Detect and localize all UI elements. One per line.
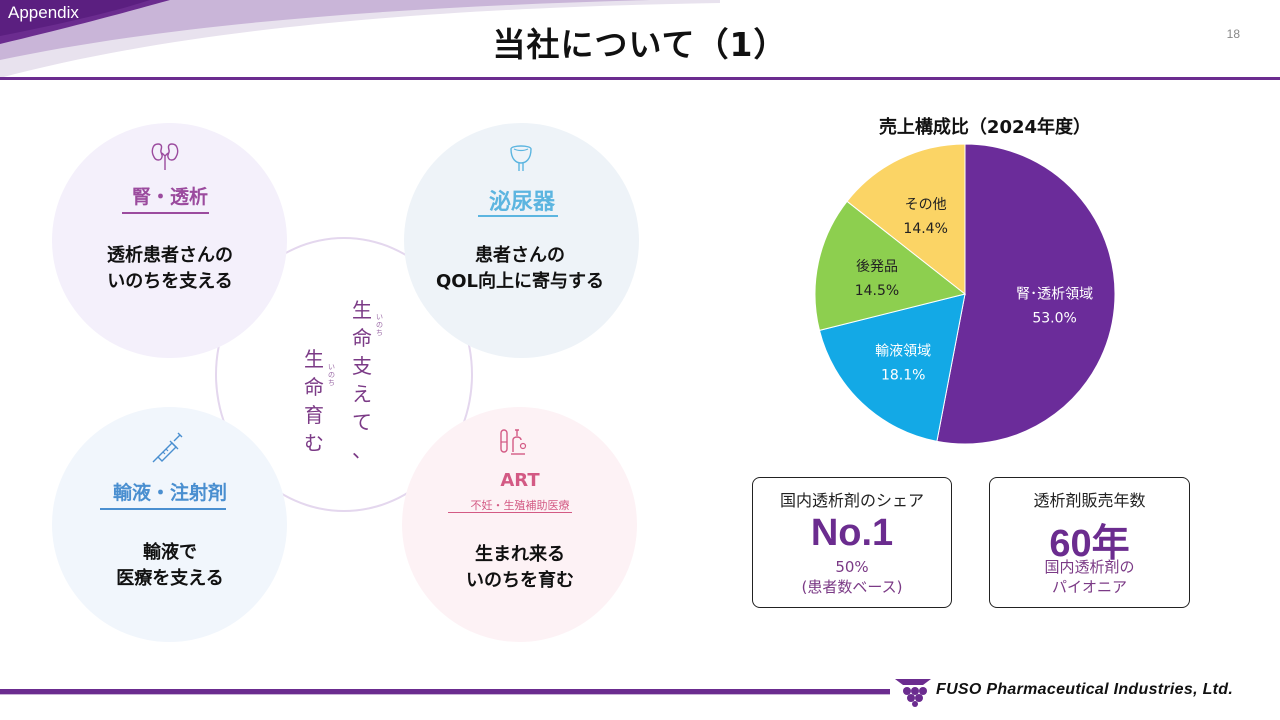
pie-slice-label: 輸液領域 <box>875 342 931 359</box>
syringe-icon <box>152 432 183 463</box>
urology-field-circle <box>404 123 639 358</box>
center-char: 生 <box>352 298 372 322</box>
kidney-description-line-2: いのちを支える <box>107 271 233 292</box>
kidney-category: 腎・透析 <box>131 186 208 208</box>
stat-note-line-2: パイオニア <box>1051 578 1127 596</box>
infusion-description: 輸液で 医療を支える <box>60 540 280 592</box>
art-underline <box>448 512 572 513</box>
center-message-column-1: 生 命 支 え て 、 <box>349 296 375 464</box>
pie-slice-label: 後発品 <box>856 259 898 275</box>
company-name: FUSO Pharmaceutical Industries, Ltd. <box>936 681 1234 698</box>
stat-title: 透析剤販売年数 <box>1033 491 1146 510</box>
dialysis-share-card: 国内透析剤のシェア No.1 50% (患者数ベース) <box>752 477 952 608</box>
center-char: 育 <box>304 403 324 427</box>
footer-divider-thin <box>0 694 890 695</box>
infusion-category: 輸液・注射剤 <box>112 482 227 504</box>
test-tube-icon <box>500 429 527 455</box>
art-description-line-2: いのちを育む <box>466 570 574 591</box>
kidney-underline <box>122 212 209 214</box>
page-title: 当社について（1） <box>492 25 788 64</box>
urology-description-line-2: QOL向上に寄与する <box>435 271 605 292</box>
kidney-description: 透析患者さんの いのちを支える <box>60 243 280 295</box>
infusion-description-line-2: 医療を支える <box>116 568 224 589</box>
kidney-description-line-1: 透析患者さんの <box>107 245 233 266</box>
stat-note: 50% (患者数ベース) <box>753 557 951 597</box>
art-subcategory: 不妊・生殖補助医療 <box>470 499 570 512</box>
kidney-icon <box>151 143 179 170</box>
infusion-underline <box>100 508 226 510</box>
pie-slice <box>814 200 967 331</box>
urology-description-line-1: 患者さんの <box>475 245 565 266</box>
center-char: 、 <box>352 438 372 462</box>
center-char: て <box>352 410 372 434</box>
art-category: ART <box>500 470 540 491</box>
urology-category: 泌尿器 <box>488 190 555 215</box>
urology-underline <box>478 215 558 217</box>
chart-title: 売上構成比（2024年度） <box>878 117 1092 138</box>
art-field-circle <box>402 407 637 642</box>
pie-slice-label: 腎･透析領域 <box>1016 285 1093 302</box>
sales-years-card: 透析剤販売年数 60年 国内透析剤の パイオニア <box>989 477 1190 608</box>
center-char: 生 <box>304 347 324 371</box>
pie-slice-label: その他 <box>905 197 947 213</box>
stat-note: 国内透析剤の パイオニア <box>990 557 1189 597</box>
ruby-annotation-1: いのち <box>376 313 383 337</box>
stat-note-line-1: 50% <box>835 558 869 576</box>
ruby-annotation-2: いのち <box>328 363 335 387</box>
center-char: 支 <box>352 354 372 378</box>
company-logo <box>895 679 931 707</box>
pie-slice <box>936 143 1116 445</box>
footer-divider <box>0 689 890 694</box>
section-tag-background <box>0 0 720 78</box>
urology-description: 患者さんの QOL向上に寄与する <box>400 243 640 295</box>
art-description: 生まれ来る いのちを育む <box>400 542 640 594</box>
stat-value: 60年 <box>1049 523 1130 565</box>
center-char: む <box>304 431 324 455</box>
kidney-field-circle <box>52 123 287 358</box>
pie-slice-value: 14.4% <box>903 221 947 237</box>
stat-title: 国内透析剤のシェア <box>779 491 924 510</box>
art-description-line-1: 生まれ来る <box>475 544 565 565</box>
sales-pie-chart: 腎･透析領域 53.0% 輸液領域 18.1% 後発品 14.5% その他 14.4% <box>814 143 1116 445</box>
pie-slice <box>818 293 966 442</box>
header-divider <box>0 77 1280 80</box>
pie-slice-value: 18.1% <box>881 367 925 383</box>
section-tag: Appendix <box>8 3 79 22</box>
stat-note-line-1: 国内透析剤の <box>1044 558 1135 576</box>
pie-slice-value: 14.5% <box>855 283 899 299</box>
pie-slice-value: 53.0% <box>1032 310 1076 326</box>
stat-note-line-2: (患者数ベース) <box>801 578 903 596</box>
infusion-description-line-1: 輸液で <box>143 542 197 563</box>
bladder-icon <box>510 145 532 171</box>
center-char: 命 <box>304 375 324 399</box>
pie-slice <box>846 143 966 296</box>
center-message-column-2: 生 命 育 む <box>301 345 327 457</box>
center-char: 命 <box>352 326 372 350</box>
page-number: 18 <box>1226 27 1240 41</box>
stat-value: No.1 <box>810 512 894 554</box>
center-char: え <box>352 382 372 406</box>
